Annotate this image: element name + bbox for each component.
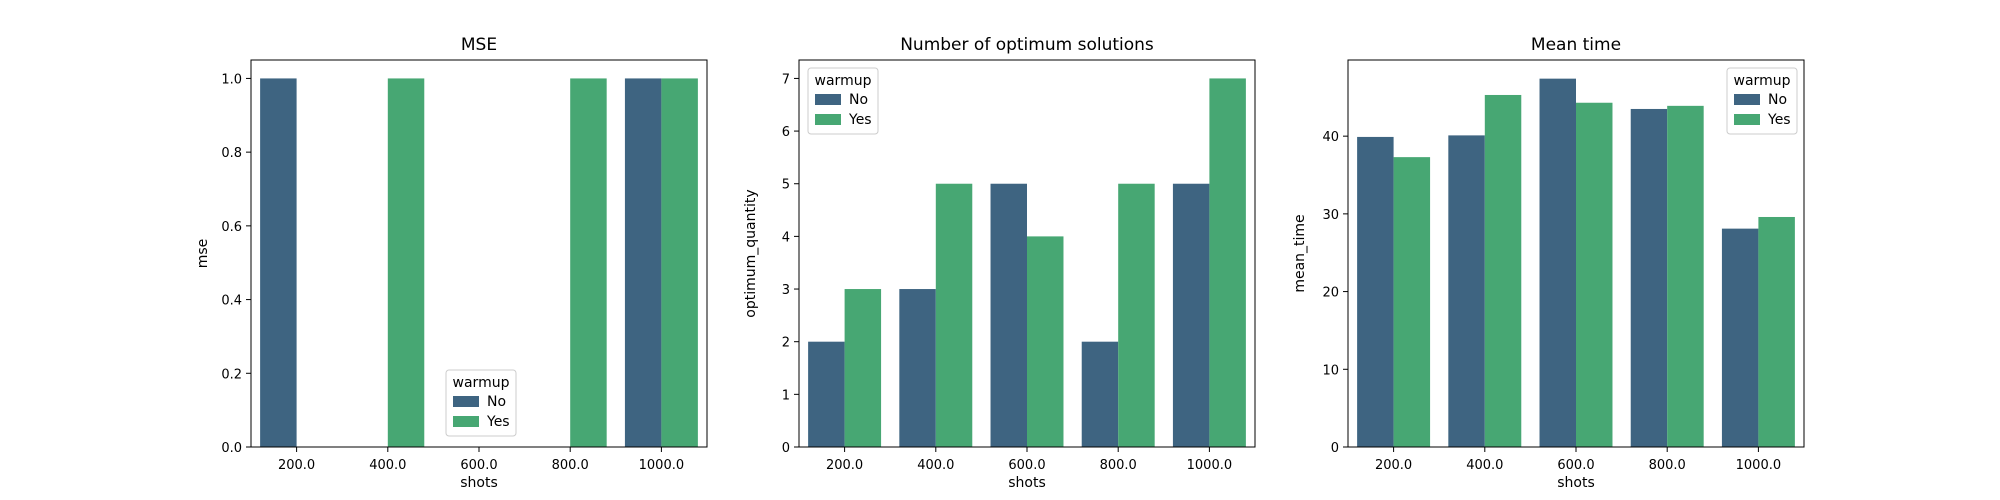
legend-label-yes: Yes: [848, 112, 872, 128]
y-tick-label: 1.0: [221, 72, 242, 87]
x-tick-label: 200.0: [1375, 458, 1412, 473]
x-tick-label: 600.0: [1557, 458, 1594, 473]
x-tick-label: 800.0: [1100, 458, 1137, 473]
y-tick-label: 3: [782, 283, 790, 298]
bar-yes-1000.0: [1209, 78, 1246, 448]
y-tick-label: 2: [782, 336, 790, 351]
bar-no-800.0: [1630, 108, 1668, 448]
bar-yes-600.0: [1576, 102, 1613, 448]
x-tick-label: 1000.0: [1736, 458, 1782, 473]
chart-title: Number of optimum solutions: [900, 35, 1154, 55]
bar-yes-600.0: [1027, 236, 1064, 447]
y-tick-label: 7: [782, 72, 790, 87]
y-tick-label: 0: [1331, 441, 1339, 456]
x-tick-label: 600.0: [460, 458, 497, 473]
bar-no-200.0: [260, 78, 297, 448]
bar-yes-800.0: [1667, 105, 1704, 447]
chart-panel-2: 200.0 400.0 600.0 800.0 1000.0 0 1 2 3 4 5 6 7 Number…: [743, 35, 1256, 491]
legend-swatch-yes: [453, 416, 479, 427]
y-tick-label: 0.6: [221, 220, 242, 235]
y-tick-label: 30: [1322, 208, 1339, 223]
legend: warmup No Yes: [807, 67, 879, 135]
legend-label-yes: Yes: [486, 414, 510, 430]
x-tick-label: 800.0: [552, 458, 589, 473]
bar-yes-1000.0: [1758, 216, 1795, 447]
bar-yes-800.0: [1118, 183, 1155, 448]
y-tick-label: 0.4: [221, 294, 242, 309]
x-axis-label: shots: [1557, 475, 1595, 491]
legend-title: warmup: [815, 73, 872, 89]
bar-yes-400.0: [1484, 94, 1522, 447]
y-tick-label: 5: [782, 178, 790, 193]
bar-no-1000.0: [1721, 228, 1759, 447]
bar-no-1000.0: [1172, 183, 1210, 448]
chart-title: Mean time: [1531, 35, 1621, 55]
bar-no-400.0: [899, 289, 936, 447]
legend: warmup No Yes: [445, 369, 517, 437]
bar-no-400.0: [1448, 135, 1485, 447]
bar-yes-400.0: [387, 78, 425, 448]
y-axis-label: optimum_quantity: [743, 189, 759, 317]
bar-no-200.0: [808, 341, 845, 447]
bar-no-600.0: [990, 183, 1027, 448]
bar-yes-200.0: [1393, 157, 1431, 447]
bar-no-1000.0: [624, 78, 662, 448]
y-tick-label: 0.8: [221, 146, 242, 161]
legend-label-no: No: [849, 92, 868, 108]
x-tick-label: 400.0: [917, 458, 954, 473]
bar-yes-800.0: [570, 78, 607, 448]
y-tick-label: 0.0: [221, 441, 242, 456]
chart-title: MSE: [461, 35, 497, 55]
y-tick-label: 0.2: [221, 367, 242, 382]
bar-yes-1000.0: [661, 78, 698, 448]
bar-no-200.0: [1357, 136, 1394, 447]
legend-swatch-no: [815, 94, 841, 105]
legend-swatch-yes: [1734, 114, 1760, 125]
legend-swatch-yes: [815, 114, 841, 125]
x-tick-label: 1000.0: [639, 458, 685, 473]
legend-title: warmup: [1734, 73, 1791, 89]
y-tick-label: 4: [782, 230, 790, 245]
x-axis-label: shots: [460, 475, 498, 491]
legend-label-yes: Yes: [1767, 112, 1791, 128]
legend: warmup No Yes: [1726, 67, 1798, 135]
y-tick-label: 20: [1322, 286, 1339, 301]
x-tick-label: 200.0: [826, 458, 863, 473]
x-tick-label: 200.0: [278, 458, 315, 473]
y-tick-label: 0: [782, 441, 790, 456]
legend-swatch-no: [1734, 94, 1760, 105]
legend-swatch-no: [453, 396, 479, 407]
x-tick-label: 400.0: [369, 458, 406, 473]
x-tick-label: 800.0: [1649, 458, 1686, 473]
y-tick-label: 6: [782, 125, 790, 140]
bar-yes-200.0: [844, 289, 882, 447]
bar-no-600.0: [1539, 78, 1576, 448]
bar-yes-400.0: [935, 183, 973, 448]
y-tick-label: 10: [1322, 363, 1339, 378]
legend-title: warmup: [453, 375, 510, 391]
chart-panel-1: 200.0 400.0 600.0 800.0 1000.0 0.0 0.2 0.4 0.6 0.…: [195, 35, 708, 491]
bar-no-800.0: [1081, 341, 1119, 447]
x-tick-label: 400.0: [1466, 458, 1503, 473]
chart-panel-3: 200.0 400.0 600.0 800.0 1000.0 0 10 20 30 40 Mean …: [1292, 35, 1805, 491]
y-tick-label: 1: [782, 388, 790, 403]
y-axis-label: mean_time: [1292, 214, 1308, 292]
legend-label-no: No: [487, 394, 506, 410]
x-axis-label: shots: [1008, 475, 1046, 491]
legend-label-no: No: [1768, 92, 1787, 108]
y-tick-label: 40: [1322, 130, 1339, 145]
x-tick-label: 1000.0: [1187, 458, 1233, 473]
y-axis-label: mse: [195, 239, 211, 269]
x-tick-label: 600.0: [1008, 458, 1045, 473]
